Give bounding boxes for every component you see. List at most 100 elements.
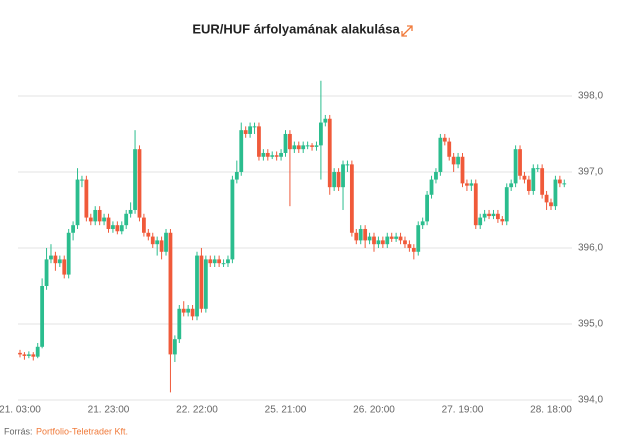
candle-body — [544, 194, 549, 203]
y-tick-label: 397,0 — [578, 167, 603, 178]
candle-body — [398, 236, 403, 241]
candle-body — [22, 354, 27, 356]
candle-body — [407, 244, 412, 248]
candle-body — [199, 255, 204, 309]
candle-body — [487, 213, 491, 217]
candle-body — [80, 179, 84, 181]
candle-body — [44, 259, 49, 286]
candle-body — [279, 152, 283, 157]
y-tick-label: 395,0 — [578, 319, 603, 330]
candle-body — [434, 171, 438, 180]
candle-body — [323, 118, 328, 123]
candle-body — [310, 145, 314, 147]
candle-body — [549, 202, 553, 207]
source-label: Forrás: — [4, 426, 33, 436]
candle-body — [509, 183, 514, 188]
candle-body — [416, 225, 421, 252]
candle-body — [102, 217, 106, 222]
candle-body — [447, 141, 452, 157]
candle-body — [57, 259, 62, 264]
candle-body — [203, 259, 208, 309]
candle-body — [283, 133, 288, 153]
candle-body — [230, 179, 235, 260]
candle-body — [305, 145, 310, 147]
candle-body — [526, 179, 531, 191]
candle-body — [146, 232, 151, 237]
candle-body — [341, 164, 345, 188]
candle-body — [53, 255, 58, 264]
candle-body — [372, 236, 376, 245]
candle-body — [562, 183, 567, 185]
candle-body — [133, 149, 137, 210]
candle-body — [349, 164, 354, 233]
candle-body — [456, 156, 460, 165]
candle-body — [88, 217, 93, 222]
candle-body — [35, 346, 40, 357]
candle-body — [71, 225, 75, 233]
candle-body — [478, 217, 483, 226]
candle-body — [159, 240, 164, 252]
candle-body — [252, 126, 257, 128]
candle-body — [557, 179, 562, 184]
candle-body — [345, 164, 350, 166]
candle-body — [500, 219, 505, 222]
candle-body — [111, 225, 115, 229]
candle-body — [270, 155, 275, 157]
candle-body — [301, 145, 306, 150]
candle-body — [292, 145, 297, 150]
candle-body — [274, 155, 279, 157]
candle-body — [265, 152, 270, 157]
y-tick-label: 394,0 — [578, 395, 603, 406]
candle-body — [62, 259, 67, 275]
candle-body — [288, 133, 292, 150]
candle-body — [513, 149, 518, 184]
candle-body — [26, 354, 31, 356]
candle-body — [208, 259, 213, 264]
candle-body — [119, 225, 124, 232]
candle-body — [491, 213, 496, 217]
y-tick-label: 398,0 — [578, 91, 603, 102]
candle-body — [248, 126, 252, 134]
candle-body — [124, 213, 129, 226]
candle-body — [438, 137, 443, 172]
candle-body — [465, 183, 469, 186]
candle-body — [115, 225, 120, 232]
candle-body — [226, 259, 230, 264]
candle-body — [358, 228, 363, 241]
candle-body — [327, 118, 332, 188]
candle-body — [469, 183, 474, 186]
candle-body — [18, 352, 22, 355]
candle-body — [394, 236, 399, 239]
candle-body — [336, 171, 341, 188]
candle-body — [190, 308, 195, 317]
candle-body — [482, 213, 487, 218]
candle-body — [164, 232, 168, 252]
candle-body — [429, 179, 434, 195]
candle-body — [332, 171, 337, 188]
candle-body — [212, 259, 217, 264]
candle-body — [367, 236, 372, 241]
candle-body — [142, 217, 146, 233]
source: Portfolio-Teletrader Kft. — [36, 426, 128, 436]
x-tick-label: 21. 23:00 — [88, 405, 130, 416]
candle-body — [535, 168, 540, 170]
candle-body — [221, 263, 226, 265]
candle-body — [314, 145, 319, 147]
x-tick-label: 28. 18:00 — [530, 405, 572, 416]
candle-body — [172, 339, 177, 355]
candle-body — [186, 308, 191, 313]
candle-body — [106, 217, 111, 229]
x-tick-label: 22. 22:00 — [176, 405, 218, 416]
candle-body — [66, 232, 71, 275]
candle-body — [181, 308, 186, 313]
candle-body — [473, 183, 478, 226]
y-tick-label: 396,0 — [578, 243, 603, 254]
candle-body — [217, 259, 222, 264]
candle-body — [128, 209, 133, 214]
candle-body — [97, 209, 102, 222]
candle-body — [540, 168, 545, 195]
candle-body — [403, 240, 407, 245]
candle-body — [420, 221, 425, 226]
candle-body — [319, 122, 323, 146]
expand-icon[interactable] — [401, 25, 413, 37]
